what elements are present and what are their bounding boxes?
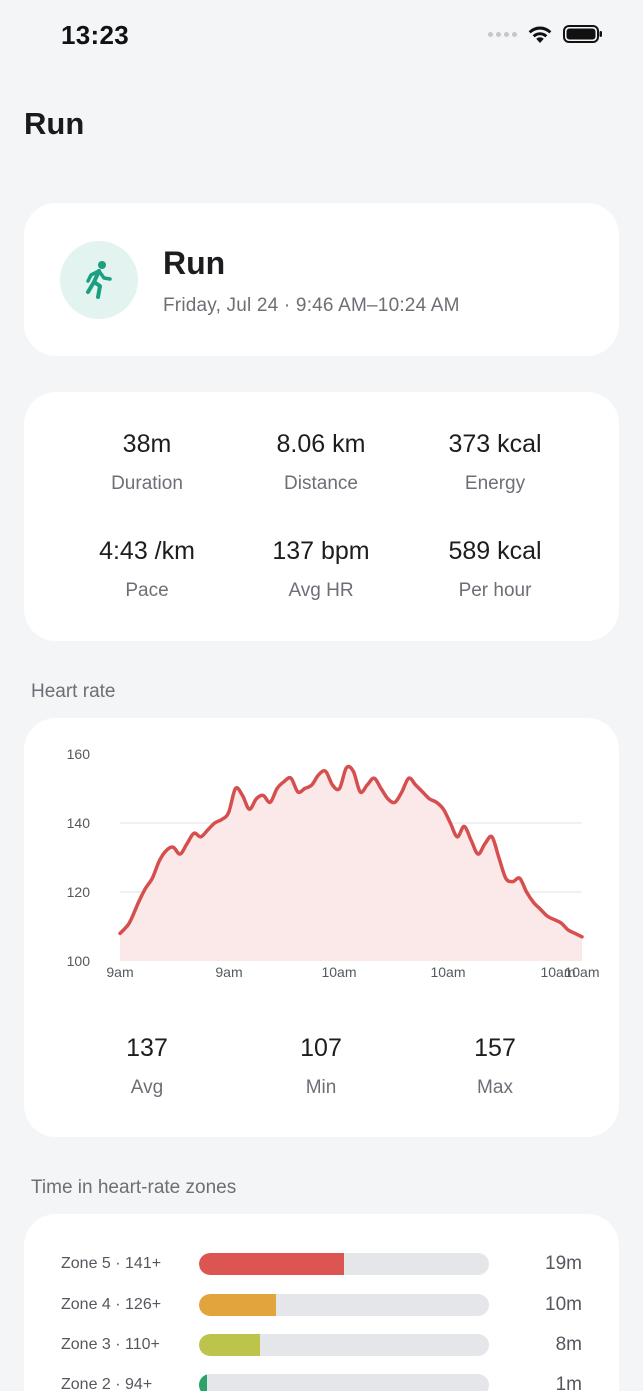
status-time: 13:23 (61, 20, 129, 50)
stat-label: Per hour (458, 580, 532, 601)
zone-time: 19m (545, 1253, 582, 1274)
hr-max-value: 157 (474, 1034, 516, 1062)
stat-distance: 8.06 km Distance (231, 430, 411, 495)
workout-stats-card: 38m Duration 8.06 km Distance 373 kcal E… (24, 392, 619, 641)
stat-label: Energy (464, 473, 526, 494)
zone-time: 10m (545, 1294, 582, 1315)
stat-value: 589 kcal (448, 537, 542, 565)
x-tick-label: 9am (215, 964, 242, 980)
hr-avg: 137 Avg (57, 1034, 237, 1099)
zone-label: Zone 3 · 110+ (61, 1336, 160, 1353)
zone-label: Zone 2 · 94+ (61, 1376, 153, 1391)
hr-min: 107 Min (231, 1034, 411, 1099)
zone-bar-track (199, 1374, 489, 1391)
zone-label: Zone 5 · 141+ (61, 1255, 162, 1272)
workout-datetime: Friday, Jul 24 · 9:46 AM–10:24 AM (163, 295, 460, 316)
zone-label: Zone 4 · 126+ (61, 1296, 162, 1313)
stat-label: Pace (125, 580, 169, 601)
y-tick-label: 120 (67, 884, 91, 900)
stat-pace: 4:43 /km Pace (57, 537, 237, 602)
stat-value: 137 bpm (272, 537, 370, 565)
battery-icon (563, 25, 602, 43)
hr-max: 157 Max (405, 1034, 585, 1099)
running-person-icon (60, 241, 138, 319)
heart-rate-card: 160 140 120 100 9am 9am 10am 10am 10am 10am 137 A… (24, 718, 619, 1137)
hr-avg-value: 137 (126, 1034, 168, 1062)
stat-label: Distance (284, 473, 358, 494)
hr-min-value: 107 (300, 1034, 342, 1062)
zone-bar-track (199, 1334, 489, 1356)
stat-label: Avg HR (288, 580, 354, 601)
y-tick-label: 100 (67, 953, 91, 969)
zone-bar-fill (199, 1334, 260, 1356)
x-tick-label: 10am (540, 964, 575, 980)
y-tick-label: 160 (67, 746, 91, 762)
hr-avg-label: Avg (130, 1077, 164, 1098)
heart-rate-section-label: Heart rate (31, 681, 116, 702)
hr-zones-card: Zone 5 · 141+ 19m Zone 4 · 126+ 10m Zone… (24, 1214, 619, 1391)
stat-label: Duration (111, 473, 183, 494)
zone-row-3: Zone 3 · 110+ 8m (24, 1334, 619, 1356)
zone-bar-fill (199, 1374, 208, 1391)
x-tick-label: 10am (564, 964, 599, 980)
stat-value: 373 kcal (448, 430, 542, 458)
heart-rate-area (120, 766, 582, 961)
status-bar: 13:23 (0, 0, 643, 74)
heart-rate-line (118, 764, 584, 939)
y-tick-label: 140 (67, 815, 91, 831)
zone-time: 8m (555, 1334, 582, 1355)
stat-avg-hr: 137 bpm Avg HR (231, 537, 411, 602)
cellular-signal-icon (488, 31, 517, 37)
x-tick-label: 9am (106, 964, 133, 980)
zone-row-5: Zone 5 · 141+ 19m (24, 1253, 619, 1275)
zone-time: 1m (555, 1374, 582, 1391)
stat-energy: 373 kcal Energy (405, 430, 585, 495)
wifi-icon (528, 26, 552, 43)
zone-bar-track (199, 1253, 489, 1275)
stat-value: 4:43 /km (99, 537, 195, 565)
hr-max-label: Max (477, 1077, 513, 1098)
x-tick-label: 10am (430, 964, 465, 980)
stat-value: 38m (122, 430, 172, 458)
zone-row-4: Zone 4 · 126+ 10m (24, 1294, 619, 1316)
stat-duration: 38m Duration (57, 430, 237, 495)
zones-section-label: Time in heart-rate zones (31, 1177, 237, 1198)
stat-per-hour: 589 kcal Per hour (405, 537, 585, 602)
zone-bar-track (199, 1294, 489, 1316)
page-title: Run (24, 106, 85, 141)
workout-title: Run (163, 245, 226, 281)
zone-row-2: Zone 2 · 94+ 1m (24, 1374, 619, 1391)
hr-min-label: Min (305, 1077, 337, 1098)
workout-header-card: Run Friday, Jul 24 · 9:46 AM–10:24 AM (24, 203, 619, 356)
zone-bar-fill (199, 1294, 276, 1316)
zone-bar-fill (199, 1253, 344, 1275)
x-tick-label: 10am (321, 964, 356, 980)
status-icons (488, 24, 603, 44)
stat-value: 8.06 km (276, 430, 366, 458)
